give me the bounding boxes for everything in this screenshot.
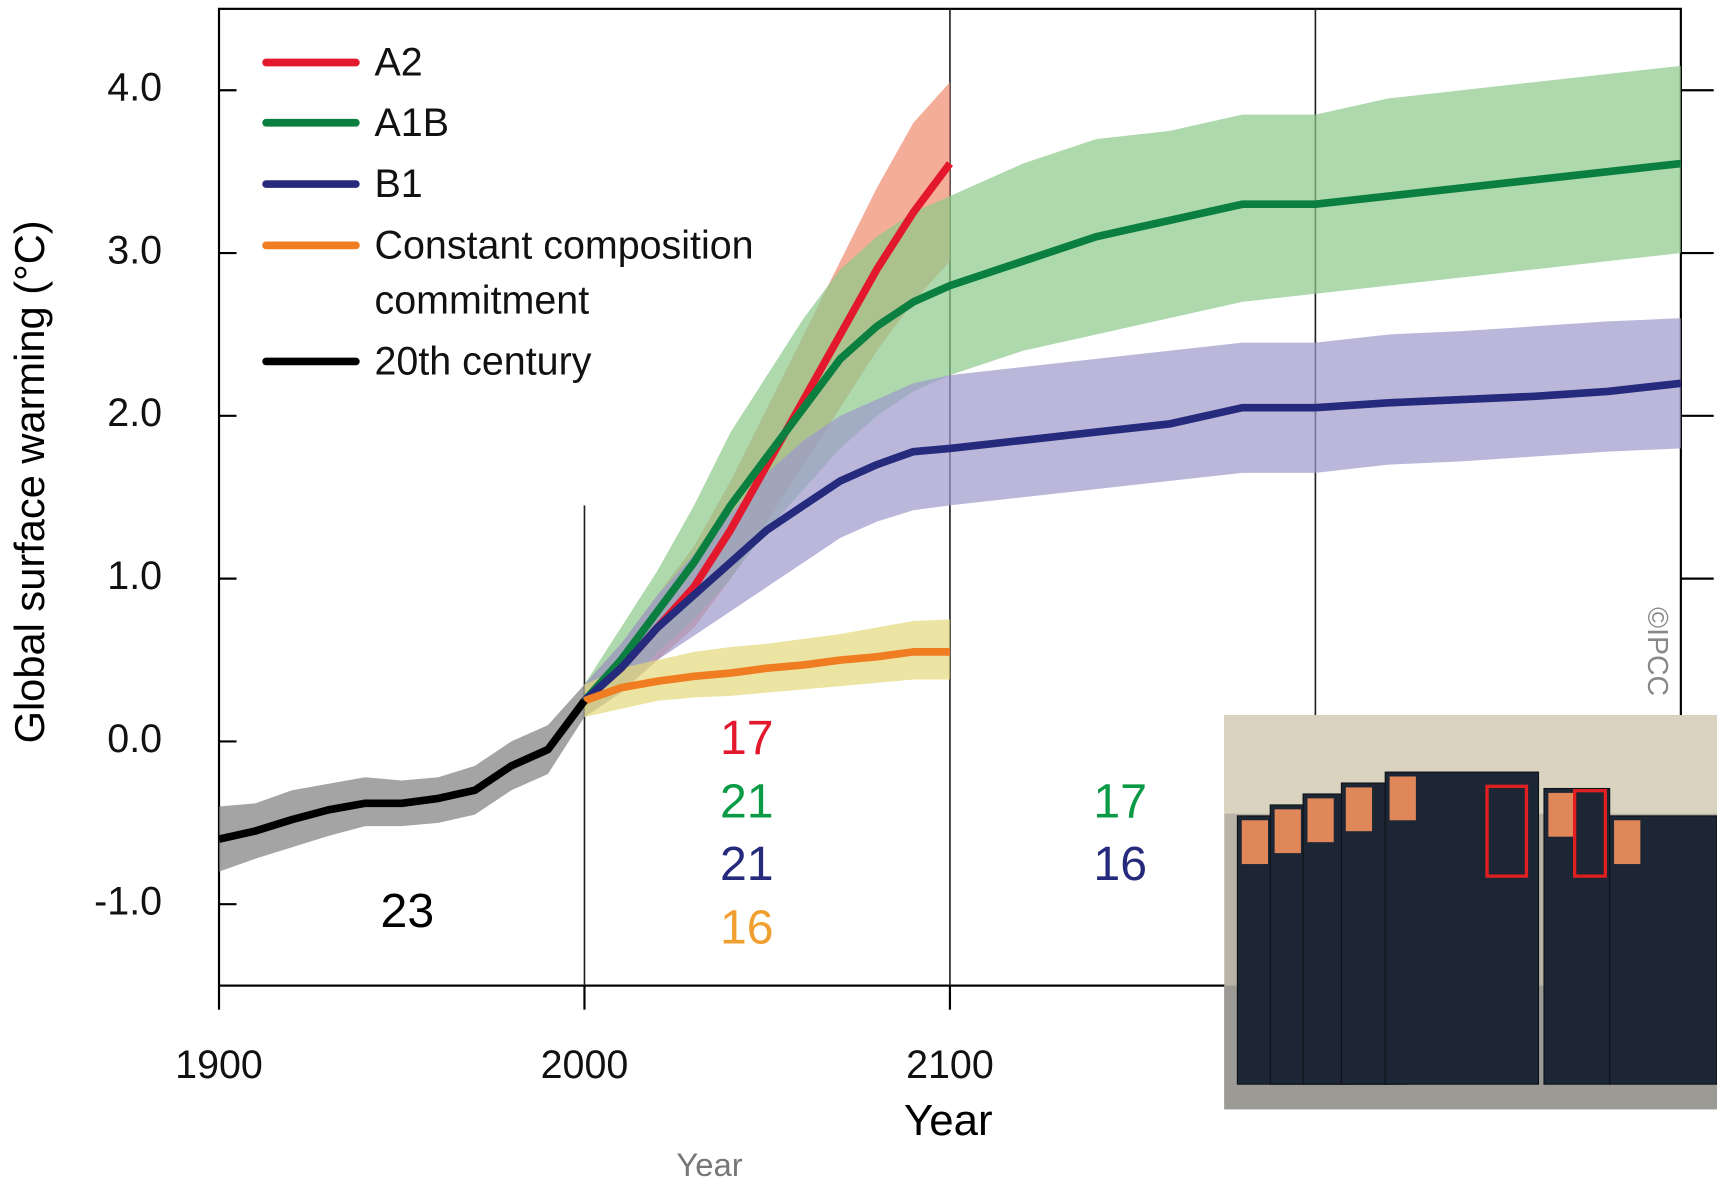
x-tick-label: 2000 bbox=[541, 1043, 629, 1087]
credit: ©IPCC bbox=[1641, 607, 1673, 696]
photo-panel bbox=[1573, 789, 1607, 878]
uncertainty-band bbox=[219, 684, 585, 872]
series-line bbox=[581, 159, 1682, 704]
y-tick-label: -1.0 bbox=[94, 880, 162, 924]
legend-label: B1 bbox=[374, 161, 423, 206]
model-count: 17 bbox=[720, 711, 774, 765]
photo-cabinet-top bbox=[1548, 792, 1575, 837]
photo-inset bbox=[1224, 715, 1717, 1110]
photo-cabinet bbox=[1543, 787, 1611, 1085]
y-tick-label: 3.0 bbox=[107, 228, 162, 272]
model-count: 21 bbox=[720, 837, 774, 891]
series-line bbox=[581, 379, 1682, 704]
x-axis-label: Year bbox=[904, 1096, 993, 1145]
photo-cabinet bbox=[1384, 771, 1540, 1085]
legend-item: A1B bbox=[374, 99, 450, 145]
x-tick-label: 2100 bbox=[906, 1043, 994, 1087]
uncertainty-band bbox=[584, 318, 1681, 718]
x-tick-label: 1900 bbox=[175, 1043, 263, 1087]
model-count: 16 bbox=[1093, 837, 1147, 891]
legend-item: 20th century bbox=[374, 338, 592, 384]
caption: Year bbox=[676, 1146, 742, 1183]
y-axis-label: Global surface warming (°C) bbox=[6, 220, 53, 743]
photo-cabinet-top bbox=[1274, 809, 1301, 854]
model-count: 17 bbox=[1093, 775, 1147, 829]
photo-panel bbox=[1485, 784, 1529, 878]
series-line bbox=[583, 648, 950, 705]
photo-cabinet-top bbox=[1389, 776, 1416, 821]
legend-item: Constant composition commitment bbox=[374, 222, 754, 323]
y-tick-label: 1.0 bbox=[107, 554, 162, 598]
y-tick-label: 4.0 bbox=[107, 66, 162, 110]
legend-label: 20th century bbox=[374, 338, 592, 384]
legend-label: A2 bbox=[374, 39, 423, 85]
legend-label: Constant composition commitment bbox=[374, 222, 754, 323]
model-count: 21 bbox=[720, 775, 774, 829]
legend-label: A1B bbox=[374, 99, 450, 145]
y-tick-label: 0.0 bbox=[107, 717, 162, 761]
uncertainty-band bbox=[584, 65, 1681, 718]
series-line bbox=[218, 698, 588, 843]
legend-item: A2 bbox=[374, 39, 423, 85]
legend-item: B1 bbox=[374, 161, 423, 206]
uncertainty-band bbox=[584, 82, 950, 718]
photo-cabinet-top bbox=[1241, 820, 1269, 865]
photo-cabinet-top bbox=[1307, 798, 1334, 843]
model-count: 23 bbox=[381, 884, 435, 938]
photo-cabinet-top bbox=[1345, 787, 1373, 832]
photo-cabinet-top bbox=[1614, 820, 1641, 865]
y-tick-label: 2.0 bbox=[107, 391, 162, 435]
model-count: 16 bbox=[720, 901, 774, 955]
